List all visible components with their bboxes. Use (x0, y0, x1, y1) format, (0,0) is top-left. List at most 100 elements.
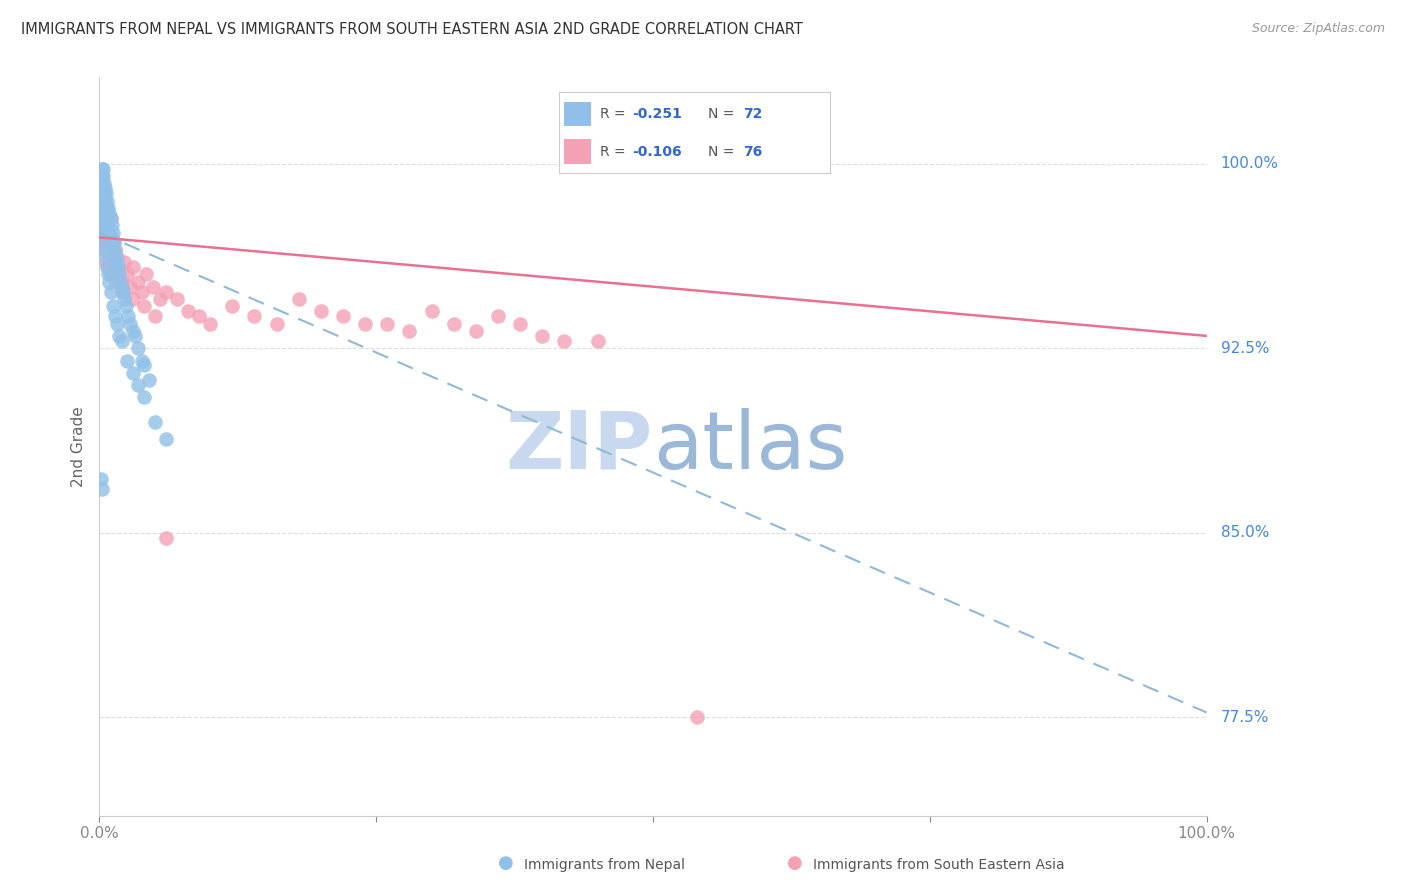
Point (686, 710, 709, 724)
Point (120, 317, 142, 331)
Point (97, 235, 120, 250)
Point (94, 181, 117, 195)
Point (90, 169, 112, 183)
Text: ●: ● (498, 855, 515, 872)
Point (117, 309, 139, 323)
Point (105, 250, 128, 264)
Point (97, 218, 120, 232)
Point (105, 317, 128, 331)
Point (100, 230, 122, 244)
Point (108, 329, 131, 343)
Point (100, 235, 122, 250)
Point (94, 243, 117, 257)
Point (98, 226, 121, 240)
Point (105, 255, 128, 269)
Point (96, 260, 118, 274)
Point (221, 299, 243, 313)
Point (108, 268, 131, 282)
Point (91, 169, 114, 183)
Point (243, 309, 266, 323)
Point (96, 230, 118, 244)
Point (486, 309, 509, 323)
Point (112, 255, 135, 269)
Point (138, 373, 160, 387)
Point (110, 279, 132, 293)
Point (91, 181, 114, 195)
Point (112, 292, 135, 306)
Point (127, 341, 149, 355)
Point (420, 304, 443, 318)
Point (90, 161, 112, 176)
Point (100, 268, 122, 282)
Point (443, 317, 465, 331)
Point (198, 317, 221, 331)
Point (93, 176, 115, 190)
Point (96, 211, 118, 225)
Point (121, 260, 143, 274)
Point (96, 194, 118, 208)
Point (93, 186, 115, 201)
Text: Immigrants from Nepal: Immigrants from Nepal (524, 858, 686, 872)
Point (91, 181, 114, 195)
Point (91, 201, 114, 215)
Point (398, 324, 420, 338)
Point (188, 309, 211, 323)
Point (132, 299, 155, 313)
Point (127, 378, 149, 392)
Text: ZIP: ZIP (506, 408, 652, 485)
Point (91, 226, 114, 240)
Point (131, 353, 153, 368)
Point (96, 211, 118, 225)
Point (266, 317, 288, 331)
Point (91, 194, 114, 208)
Point (135, 268, 157, 282)
Point (105, 275, 128, 289)
Point (90, 206, 112, 220)
Point (94, 201, 117, 215)
Point (90, 194, 112, 208)
Point (90, 472, 112, 486)
Point (100, 211, 122, 225)
Point (110, 275, 132, 289)
Point (100, 285, 122, 299)
Text: 77.5%: 77.5% (1220, 710, 1268, 725)
Point (131, 285, 153, 299)
Point (115, 353, 138, 368)
Point (93, 235, 115, 250)
Point (98, 226, 121, 240)
Point (531, 329, 554, 343)
Point (94, 194, 117, 208)
Point (90, 482, 112, 496)
Point (155, 285, 177, 299)
Point (94, 218, 117, 232)
Text: Immigrants from South Eastern Asia: Immigrants from South Eastern Asia (813, 858, 1064, 872)
Point (101, 226, 124, 240)
Point (464, 324, 486, 338)
Point (94, 250, 117, 264)
Point (94, 211, 117, 225)
Text: 100.0%: 100.0% (1220, 156, 1278, 171)
Point (104, 243, 127, 257)
Point (149, 292, 172, 306)
Point (104, 243, 127, 257)
Point (375, 317, 398, 331)
Text: 85.0%: 85.0% (1220, 525, 1268, 541)
Point (115, 299, 138, 313)
Point (132, 359, 155, 373)
Point (107, 260, 129, 274)
Point (155, 531, 177, 545)
Point (100, 230, 122, 244)
Point (90, 169, 112, 183)
Point (287, 292, 309, 306)
Point (121, 324, 143, 338)
Point (90, 206, 112, 220)
Point (132, 391, 155, 405)
Point (120, 279, 142, 293)
Point (509, 317, 531, 331)
Point (90, 181, 112, 195)
Point (90, 218, 112, 232)
Point (90, 218, 112, 232)
Point (93, 206, 115, 220)
Point (111, 285, 134, 299)
Point (101, 250, 124, 264)
